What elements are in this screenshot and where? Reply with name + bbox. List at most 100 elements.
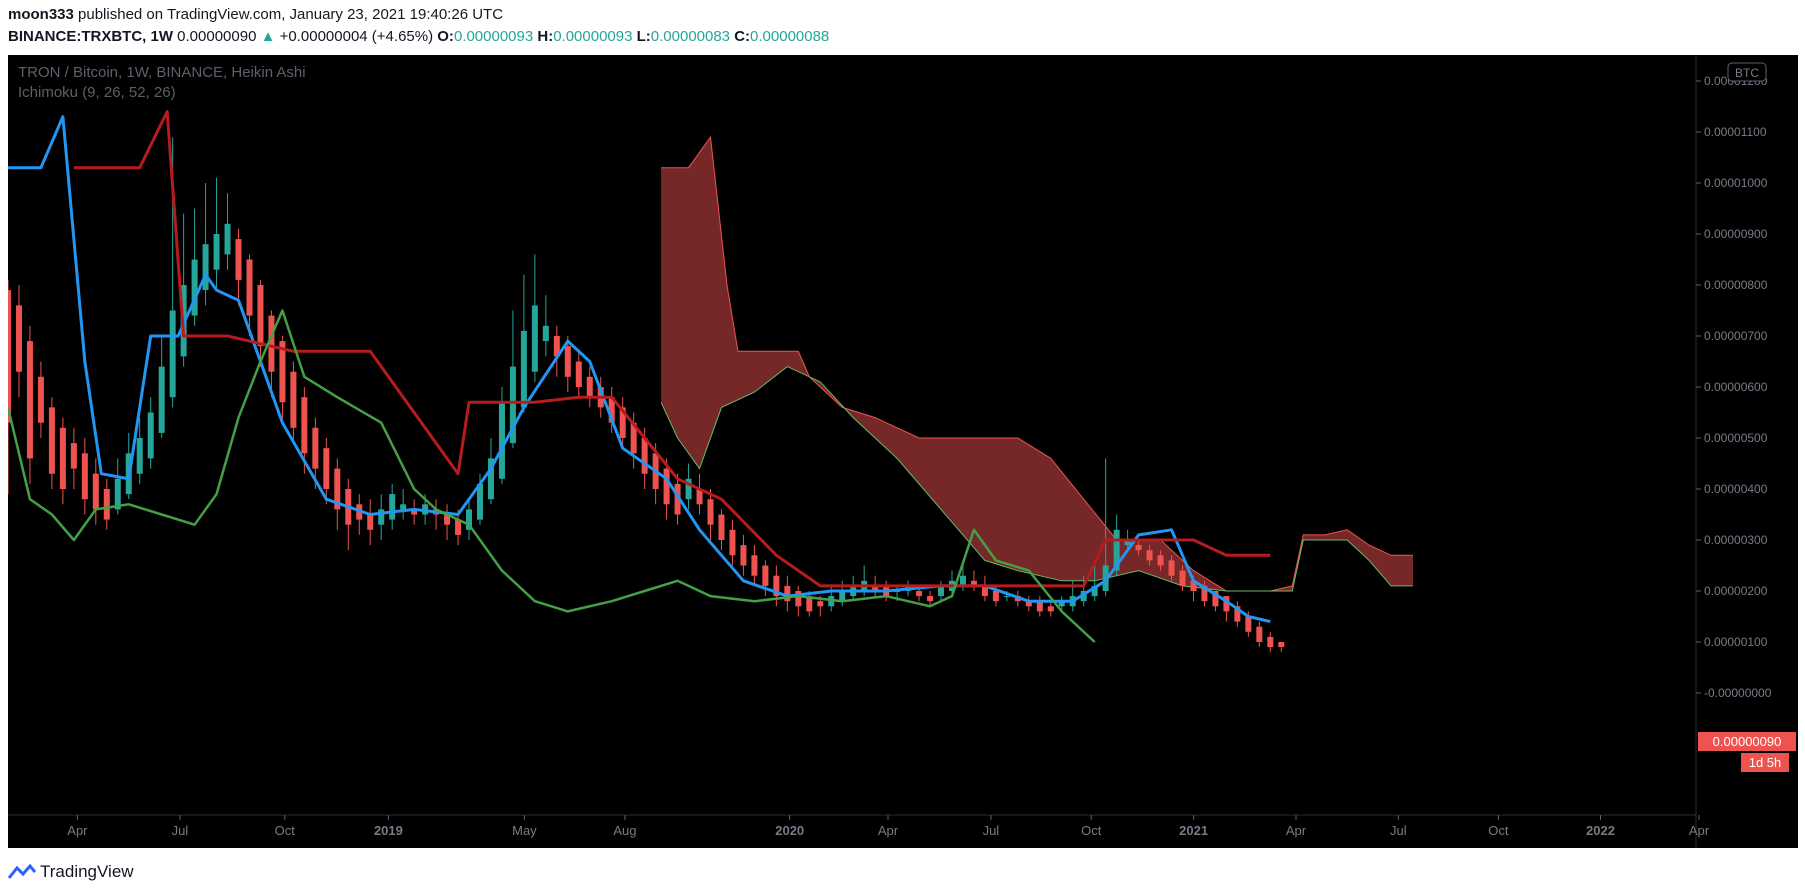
time-tick-label: Oct: [1081, 823, 1102, 838]
currency-badge[interactable]: [1727, 62, 1767, 82]
candle-body: [1179, 570, 1186, 586]
time-tick-label: Oct: [1488, 823, 1509, 838]
candle-body: [762, 565, 769, 586]
price-tick-label: 0.00000600: [1704, 380, 1768, 394]
currency-badge-label: BTC: [1735, 66, 1759, 80]
candle-body: [411, 509, 418, 515]
chart-area[interactable]: 0.000012000.000011000.000010000.00000900…: [5, 55, 1798, 848]
candle-body: [59, 427, 66, 489]
candle-body: [202, 244, 209, 291]
candle-body: [542, 325, 549, 342]
candle-body: [367, 514, 374, 530]
ichimoku-line: [6, 309, 1096, 643]
open-label: O:: [437, 28, 454, 45]
candle-body: [1025, 601, 1032, 607]
senkou-span-a: [1270, 529, 1413, 592]
candle-body: [1234, 606, 1241, 622]
candle-body: [1278, 642, 1285, 648]
candle-body: [444, 514, 451, 525]
candle-body: [301, 397, 308, 454]
candle-body: [224, 223, 231, 255]
candle-body: [48, 407, 55, 474]
candle-body: [740, 545, 747, 566]
time-tick-label: Jul: [983, 823, 1000, 838]
candle-body: [1036, 601, 1043, 612]
publish-info: moon333 published on TradingView.com, Ja…: [8, 6, 503, 23]
up-arrow-icon: ▲: [260, 28, 276, 45]
cloud-area: [661, 137, 1271, 591]
candle-body: [158, 366, 165, 433]
candle-body: [674, 483, 681, 515]
tradingview-logo-icon: [8, 864, 36, 879]
candle-body: [235, 239, 242, 280]
publisher-name[interactable]: moon333: [8, 6, 74, 23]
time-tick-label: Jul: [1390, 823, 1407, 838]
price-tick-label: 0.00000900: [1704, 227, 1768, 241]
candle-body: [191, 259, 198, 316]
candle-body: [1168, 560, 1175, 576]
indicator-label[interactable]: Ichimoku (9, 26, 52, 26): [18, 84, 176, 101]
candle-body: [784, 585, 791, 602]
candle-body: [872, 585, 879, 591]
candle-body: [5, 290, 11, 423]
time-tick-label: 2020: [775, 823, 804, 838]
candle-body: [1256, 626, 1263, 642]
candle-body: [466, 509, 473, 530]
time-tick-label: Apr: [1286, 823, 1307, 838]
candle-body: [268, 315, 275, 372]
candle-body: [136, 438, 143, 474]
price-axis[interactable]: 0.000012000.000011000.000010000.00000900…: [1696, 74, 1772, 700]
candle-body: [718, 514, 725, 540]
candle-body: [564, 346, 571, 377]
price-chart[interactable]: 0.000012000.000011000.000010000.00000900…: [5, 55, 1798, 848]
time-tick-label: Aug: [613, 823, 636, 838]
candle-body: [1113, 529, 1120, 571]
candle-body: [257, 285, 264, 347]
candle-body: [323, 448, 330, 489]
time-tick-label: Apr: [67, 823, 88, 838]
candle-body: [1058, 601, 1065, 607]
candle-body: [839, 591, 846, 602]
candle-body: [487, 458, 494, 500]
price-tick-label: 0.00000700: [1704, 329, 1768, 343]
candle-body: [37, 376, 44, 423]
candle-body: [586, 376, 593, 398]
candle-body: [169, 310, 176, 398]
tradingview-logo[interactable]: TradingView: [8, 862, 134, 882]
countdown-tag: [1741, 753, 1789, 772]
price-tick-label: 0.00000400: [1704, 482, 1768, 496]
last-price-tag-label: 0.00000090: [1713, 734, 1782, 749]
candle-body: [246, 259, 253, 316]
candle-body: [575, 361, 582, 387]
ichimoku-lines: [6, 110, 1271, 643]
price-tick-label: 0.00000200: [1704, 584, 1768, 598]
candle-body: [751, 555, 758, 576]
high-value: 0.00000093: [553, 28, 633, 45]
candle-body: [707, 499, 714, 525]
candle-body: [312, 427, 319, 469]
candle-body: [916, 591, 923, 597]
candle-body: [1091, 585, 1098, 597]
candle-body: [213, 234, 220, 270]
candle-body: [279, 341, 286, 403]
time-axis[interactable]: Apr Jul Oct 2019 May Aug 2020 Apr Jul Oct 2021 Apr J…: [67, 815, 1710, 838]
candle-body: [1003, 596, 1010, 598]
candle-body: [817, 601, 824, 607]
open-value: 0.00000093: [453, 28, 534, 45]
candle-body: [1212, 591, 1219, 607]
candle-body: [992, 591, 999, 602]
candle-body: [509, 366, 516, 444]
time-tick-label: Apr: [1689, 823, 1710, 838]
candle-body: [1190, 580, 1197, 591]
candle-body: [476, 483, 483, 520]
senkou-span-b: [1270, 539, 1413, 592]
price-tick-label: 0.00000500: [1704, 431, 1768, 445]
candle-body: [1245, 616, 1252, 632]
time-tick-label: Apr: [878, 823, 899, 838]
candle-body: [685, 478, 692, 500]
chart-title: TRON / Bitcoin, 1W, BINANCE, Heikin Ashi: [18, 64, 306, 81]
candle-body: [378, 509, 385, 525]
candle-body: [498, 402, 505, 479]
candle-body: [15, 305, 22, 372]
candle-body: [729, 529, 736, 556]
